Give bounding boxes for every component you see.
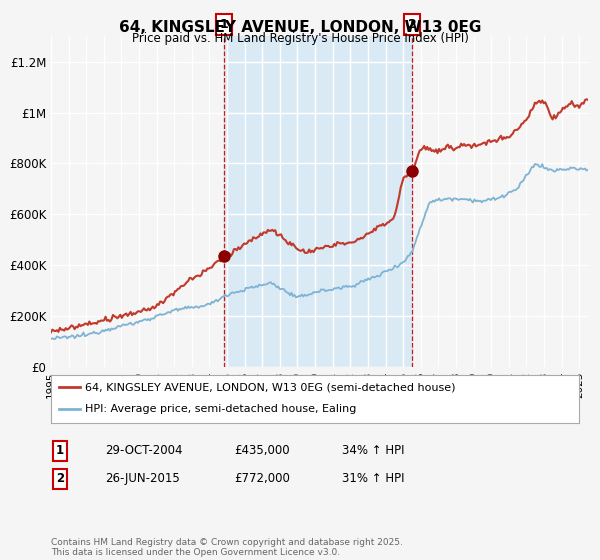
Text: 2: 2: [407, 18, 416, 31]
Text: Price paid vs. HM Land Registry's House Price Index (HPI): Price paid vs. HM Land Registry's House …: [131, 32, 469, 45]
Text: 1: 1: [220, 18, 229, 31]
Text: 26-JUN-2015: 26-JUN-2015: [105, 472, 180, 486]
Text: HPI: Average price, semi-detached house, Ealing: HPI: Average price, semi-detached house,…: [85, 404, 356, 414]
Text: 34% ↑ HPI: 34% ↑ HPI: [342, 444, 404, 458]
Text: 64, KINGSLEY AVENUE, LONDON, W13 0EG (semi-detached house): 64, KINGSLEY AVENUE, LONDON, W13 0EG (se…: [85, 382, 456, 392]
Text: £772,000: £772,000: [234, 472, 290, 486]
Text: 1: 1: [56, 444, 64, 458]
Text: 2: 2: [56, 472, 64, 486]
Text: Contains HM Land Registry data © Crown copyright and database right 2025.
This d: Contains HM Land Registry data © Crown c…: [51, 538, 403, 557]
Text: £435,000: £435,000: [234, 444, 290, 458]
Text: 31% ↑ HPI: 31% ↑ HPI: [342, 472, 404, 486]
Text: 29-OCT-2004: 29-OCT-2004: [105, 444, 182, 458]
Bar: [224, 36, 412, 367]
Text: 64, KINGSLEY AVENUE, LONDON, W13 0EG: 64, KINGSLEY AVENUE, LONDON, W13 0EG: [119, 20, 481, 35]
